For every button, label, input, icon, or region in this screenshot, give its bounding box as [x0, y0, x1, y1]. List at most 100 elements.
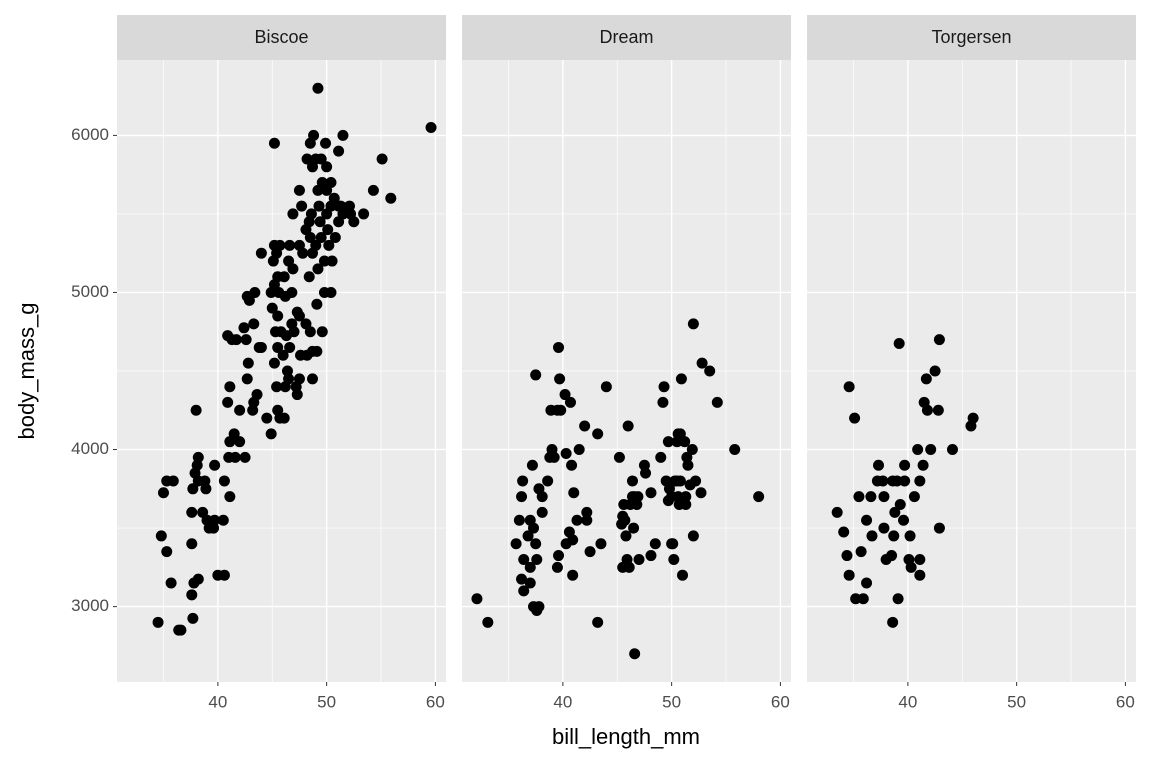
point: [898, 514, 910, 526]
point: [849, 412, 861, 424]
point: [333, 145, 345, 157]
point: [567, 534, 579, 546]
point: [559, 389, 571, 401]
point: [303, 271, 315, 283]
point: [312, 82, 324, 94]
point: [620, 530, 632, 542]
point: [908, 491, 920, 503]
point: [240, 334, 252, 346]
point: [186, 589, 198, 601]
x-tick-label: 40: [898, 692, 917, 711]
point: [530, 369, 542, 381]
point: [695, 487, 707, 499]
strip: [807, 15, 1136, 60]
y-axis-title: body_mass_g: [14, 303, 39, 440]
point: [668, 553, 680, 565]
y-tick-label: 3000: [71, 596, 109, 615]
point: [242, 357, 254, 369]
point: [268, 357, 280, 369]
point: [584, 546, 596, 558]
point: [323, 239, 335, 251]
point: [581, 506, 593, 518]
point: [155, 530, 167, 542]
point: [933, 334, 945, 346]
point: [239, 451, 251, 463]
point: [914, 475, 926, 487]
point: [843, 569, 855, 581]
point: [305, 208, 317, 220]
y-tick-label: 4000: [71, 439, 109, 458]
point: [524, 514, 536, 526]
point: [296, 200, 308, 212]
point: [358, 208, 370, 220]
point: [325, 177, 337, 189]
point: [649, 538, 661, 550]
point: [271, 381, 283, 393]
strip: [462, 15, 791, 60]
point: [228, 428, 240, 440]
x-axis-title: bill_length_mm: [552, 724, 700, 749]
point: [554, 373, 566, 385]
point: [553, 341, 565, 353]
point: [861, 577, 873, 589]
point: [304, 231, 316, 243]
point: [666, 538, 678, 550]
point: [662, 436, 674, 448]
point: [199, 475, 211, 487]
point: [866, 530, 878, 542]
point: [229, 451, 241, 463]
point: [592, 428, 604, 440]
point: [425, 122, 437, 134]
point: [546, 444, 558, 456]
point: [277, 349, 289, 361]
point: [518, 553, 530, 565]
point: [234, 404, 246, 416]
point: [241, 373, 253, 385]
point: [914, 553, 926, 565]
point: [686, 444, 698, 456]
point: [687, 530, 699, 542]
point: [677, 569, 689, 581]
y-tick-label: 6000: [71, 125, 109, 144]
point: [278, 271, 290, 283]
point: [272, 341, 284, 353]
point: [880, 553, 892, 565]
point: [197, 506, 209, 518]
point: [932, 404, 944, 416]
point: [306, 161, 318, 173]
point: [531, 553, 543, 565]
point: [186, 506, 198, 518]
point: [536, 506, 548, 518]
point: [853, 491, 865, 503]
point: [248, 318, 260, 330]
point: [568, 487, 580, 499]
strip-label: Biscoe: [254, 27, 308, 47]
x-tick-label: 60: [1116, 692, 1135, 711]
x-tick-label: 60: [771, 692, 790, 711]
point: [311, 298, 323, 310]
point: [843, 381, 855, 393]
point: [224, 381, 236, 393]
point: [300, 318, 312, 330]
point: [579, 420, 591, 432]
point: [623, 561, 635, 573]
point: [673, 499, 685, 511]
point: [482, 616, 494, 628]
point: [729, 444, 741, 456]
point: [187, 483, 199, 495]
point: [581, 514, 593, 526]
point: [251, 389, 263, 401]
point: [946, 444, 958, 456]
point: [536, 491, 548, 503]
point: [622, 420, 634, 432]
point: [287, 208, 299, 220]
point: [662, 495, 674, 507]
point: [711, 396, 723, 408]
point: [889, 506, 901, 518]
point: [272, 310, 284, 322]
point: [301, 153, 313, 165]
point: [516, 491, 528, 503]
point: [524, 577, 536, 589]
point: [564, 396, 576, 408]
